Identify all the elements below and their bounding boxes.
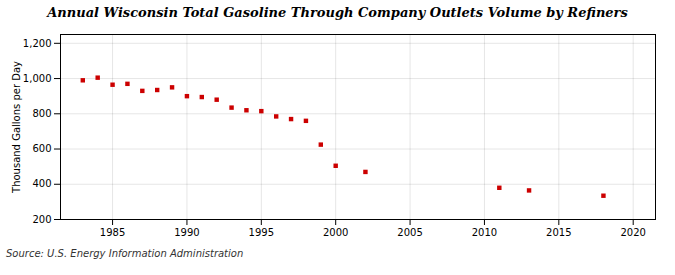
svg-text:2015: 2015 (546, 227, 571, 238)
html-text:Annual Wisconsin Total Gasolin: Annual Wisconsin Total Gasoline Through … (47, 5, 628, 20)
svg-text:2020: 2020 (620, 227, 645, 238)
svg-text:600: 600 (32, 143, 51, 154)
svg-text:2010: 2010 (472, 227, 497, 238)
svg-text:1,200: 1,200 (23, 38, 52, 49)
svg-text:1995: 1995 (249, 227, 274, 238)
svg-text:200: 200 (32, 214, 51, 225)
svg-text:2005: 2005 (397, 227, 422, 238)
svg-text:1,000: 1,000 (23, 73, 52, 84)
svg-text:Thousand Gallons per Day: Thousand Gallons per Day (11, 61, 22, 194)
svg-text:1985: 1985 (100, 227, 125, 238)
svg-text:400: 400 (32, 178, 51, 189)
html-text:Source: U.S. Energy Informatio: Source: U.S. Energy Information Administ… (6, 248, 244, 259)
svg-text:2000: 2000 (323, 227, 348, 238)
svg-text:1990: 1990 (174, 227, 199, 238)
svg-text:800: 800 (32, 108, 51, 119)
